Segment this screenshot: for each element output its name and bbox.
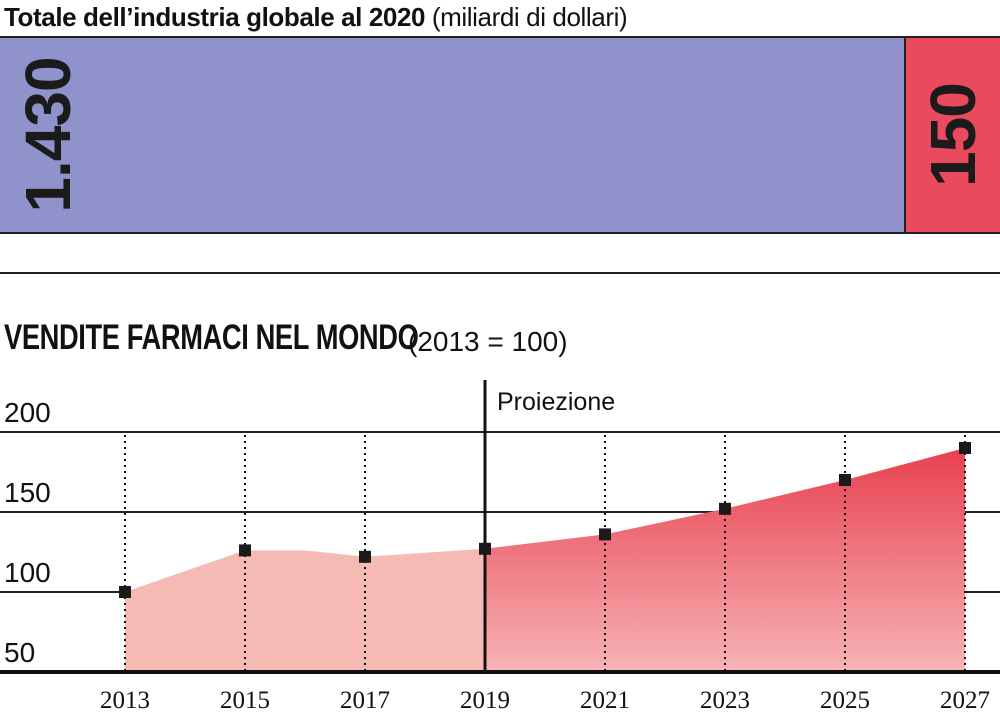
projection-label: Proiezione — [497, 388, 615, 416]
x-tick-label-2013: 2013 — [100, 687, 150, 713]
x-tick-label-2025: 2025 — [820, 687, 870, 713]
industry-title: Totale dell’industria globale al 2020 (m… — [4, 2, 628, 33]
axis-labels: Proiezione 200 150 100 50 2013 2015 2017 2019 202… — [4, 388, 990, 713]
chart-title-block: VENDITE FARMACI NEL MONDO (2013 = 100) — [4, 318, 568, 358]
y-tick-label-100: 100 — [4, 557, 51, 588]
projection-area — [485, 448, 965, 672]
data-marker-2019 — [479, 542, 491, 555]
data-markers — [119, 442, 971, 598]
section-divider — [0, 272, 1000, 274]
x-tick-label-2015: 2015 — [220, 687, 270, 713]
x-tick-label-2027: 2027 — [940, 687, 990, 713]
data-marker-2015 — [239, 544, 251, 557]
y-tick-label-50: 50 — [4, 637, 35, 668]
chart-title: VENDITE FARMACI NEL MONDO — [4, 318, 419, 357]
chart-subtitle: (2013 = 100) — [408, 326, 568, 357]
pharma-value: 150 — [917, 83, 989, 187]
x-tick-label-2017: 2017 — [340, 687, 390, 713]
data-marker-2013 — [119, 586, 131, 598]
pharma-segment: 150 — [904, 38, 1000, 232]
x-tick-label-2021: 2021 — [580, 687, 630, 713]
x-tick-label-2019: 2019 — [460, 687, 510, 713]
data-marker-2027 — [959, 442, 971, 454]
industry-stacked-bar: 1.430 150 — [0, 36, 1000, 234]
industry-title-unit: (miliardi di dollari) — [431, 2, 628, 32]
industry-total-value: 1.430 — [12, 57, 84, 213]
data-marker-2017 — [359, 550, 371, 563]
data-marker-2025 — [839, 474, 851, 486]
x-tick-label-2023: 2023 — [700, 687, 750, 713]
data-marker-2021 — [599, 528, 611, 541]
y-tick-label-150: 150 — [4, 477, 51, 508]
drug-sales-chart: Proiezione 200 150 100 50 2013 2015 2017 2019 202… — [0, 380, 1000, 713]
y-tick-label-200: 200 — [4, 397, 51, 428]
historical-area — [125, 548, 485, 672]
industry-total-segment: 1.430 — [0, 38, 904, 232]
industry-title-main: Totale dell’industria globale al 2020 — [4, 2, 426, 32]
axes — [0, 380, 1000, 674]
data-marker-2023 — [719, 502, 731, 515]
